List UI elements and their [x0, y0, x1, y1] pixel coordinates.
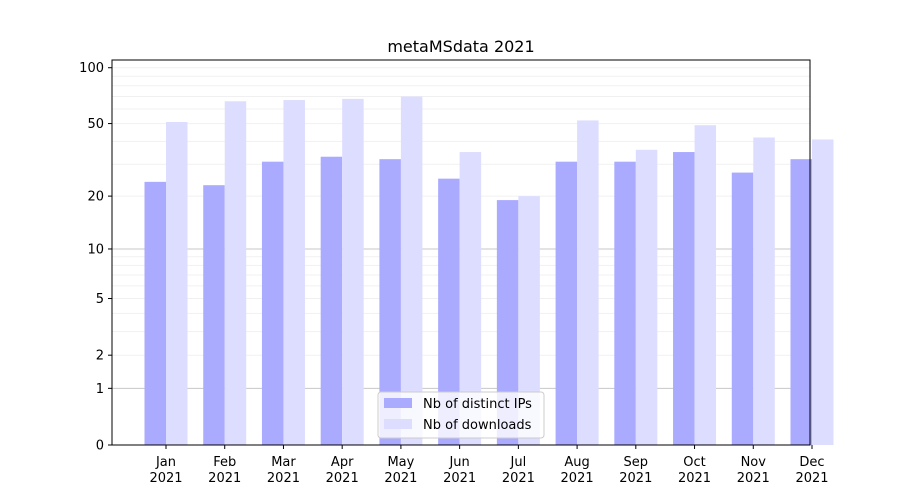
- bar-downloads-may: [400, 96, 423, 445]
- y-tick-label: 5: [96, 292, 104, 307]
- bar-distinct-ips-oct: [673, 152, 695, 445]
- bar-distinct-ips-aug: [555, 161, 578, 445]
- y-tick-label: 2: [96, 349, 104, 364]
- x-tick-label-year: 2021: [737, 471, 770, 486]
- legend: Nb of distinct IPs Nb of downloads: [377, 391, 545, 439]
- legend-label-distinct-ips: Nb of distinct IPs: [423, 397, 532, 412]
- bar-distinct-ips-jun: [438, 178, 460, 445]
- x-tick-label-year: 2021: [502, 471, 535, 486]
- bar-downloads-nov: [753, 137, 775, 446]
- bar-downloads-oct: [694, 125, 717, 445]
- bar-downloads-jun: [459, 152, 482, 445]
- y-tick-label: 1: [96, 382, 104, 397]
- bar-distinct-ips-feb: [203, 185, 225, 445]
- x-tick-label-year: 2021: [795, 471, 828, 486]
- x-tick-label-year: 2021: [326, 471, 359, 486]
- x-tick-label-year: 2021: [208, 471, 241, 486]
- bar-distinct-ips-sep: [614, 161, 636, 445]
- x-tick-label-month: May: [387, 455, 414, 470]
- bar-downloads-aug: [577, 120, 599, 445]
- x-tick-label-month: Nov: [741, 455, 767, 470]
- bar-downloads-sep: [635, 149, 658, 445]
- x-tick-label-year: 2021: [443, 471, 476, 486]
- y-tick-label: 50: [87, 117, 104, 132]
- bar-downloads-dec: [812, 139, 834, 445]
- bar-distinct-ips-apr: [320, 156, 343, 446]
- bar-downloads-jan: [166, 121, 188, 445]
- x-tick-label-month: Dec: [799, 455, 824, 470]
- x-tick-label-month: Jul: [510, 455, 527, 470]
- x-tick-label-month: Aug: [564, 455, 589, 470]
- x-tick-label-month: Feb: [213, 455, 236, 470]
- y-axis: 0 1 2 5 10 20 50 100: [79, 61, 112, 454]
- chart-title: metaMSdata 2021: [387, 37, 534, 56]
- bar-distinct-ips-jan: [144, 181, 166, 446]
- x-tick-label-year: 2021: [384, 471, 417, 486]
- bar-downloads-jul: [518, 196, 540, 445]
- bars: [144, 96, 834, 446]
- x-tick-label-month: Jan: [155, 455, 176, 470]
- plot-frame: [111, 59, 811, 446]
- x-tick-label-year: 2021: [619, 471, 652, 486]
- bar-distinct-ips-nov: [731, 172, 754, 445]
- bar-downloads-apr: [342, 98, 364, 445]
- x-tick-label-month: Apr: [331, 455, 354, 470]
- y-tick-label: 10: [87, 242, 104, 257]
- legend-swatch-distinct-ips: [384, 398, 412, 408]
- legend-box: [377, 391, 545, 439]
- x-tick-label-year: 2021: [678, 471, 711, 486]
- x-axis: Jan2021Feb2021Mar2021Apr2021May2021Jun20…: [149, 445, 829, 486]
- y-tick-label: 0: [96, 439, 104, 454]
- bar-distinct-ips-dec: [790, 159, 812, 445]
- x-tick-label-year: 2021: [149, 471, 182, 486]
- legend-swatch-downloads: [384, 419, 412, 429]
- bar-downloads-feb: [224, 101, 247, 446]
- x-tick-label-month: Mar: [271, 455, 296, 470]
- x-tick-label-month: Jun: [448, 455, 469, 470]
- bar-distinct-ips-jul: [496, 200, 519, 445]
- x-tick-label-year: 2021: [561, 471, 594, 486]
- bar-distinct-ips-may: [379, 159, 401, 445]
- x-tick-label-year: 2021: [267, 471, 300, 486]
- bar-downloads-mar: [283, 100, 305, 446]
- y-tick-label: 100: [79, 61, 104, 76]
- legend-label-downloads: Nb of downloads: [423, 418, 532, 433]
- y-tick-label: 20: [87, 190, 104, 205]
- x-tick-label-month: Oct: [683, 455, 705, 470]
- bar-distinct-ips-mar: [261, 161, 284, 445]
- x-tick-label-month: Sep: [624, 455, 649, 470]
